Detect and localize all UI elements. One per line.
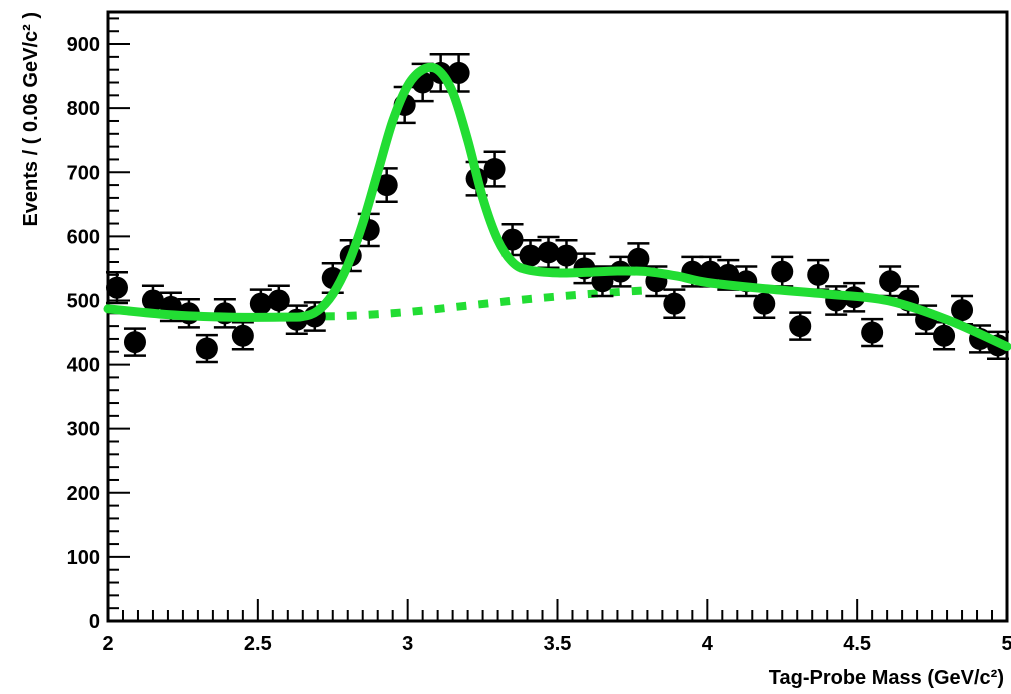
data-marker <box>375 174 398 197</box>
total-fit-line <box>103 62 1011 352</box>
y-tick-label: 200 <box>67 483 100 505</box>
data-point <box>105 271 128 305</box>
x-tick-label: 3.5 <box>544 633 572 655</box>
x-tick-label: 3 <box>402 633 413 655</box>
data-marker <box>123 331 146 354</box>
y-tick-label: 900 <box>67 34 100 56</box>
data-marker <box>789 315 812 338</box>
axis-tick-labels: 0 100 200 300 400 500 600 700 800 900 2 2.5 3 3.5 4 4.5… <box>67 34 1011 655</box>
data-marker <box>879 270 902 293</box>
data-point <box>501 222 524 257</box>
data-marker <box>861 321 884 344</box>
background-fit <box>302 286 648 321</box>
y-tick-label: 500 <box>67 290 100 312</box>
background-fit-line <box>302 286 648 321</box>
data-marker <box>807 263 830 286</box>
data-marker <box>771 260 794 283</box>
data-point <box>123 327 146 357</box>
data-point <box>195 333 218 364</box>
data-point <box>447 53 470 93</box>
data-marker <box>231 324 254 347</box>
data-marker <box>699 260 722 283</box>
y-axis-label: Events / ( 0.06 GeV/c² ) <box>20 12 42 227</box>
data-point <box>789 311 812 341</box>
total-fit <box>103 62 1011 352</box>
x-axis-label: Tag-Probe Mass (GeV/c²) <box>769 667 1004 689</box>
data-marker <box>501 228 524 251</box>
data-point <box>483 150 506 188</box>
data-point <box>537 235 560 270</box>
y-tick-label: 100 <box>67 547 100 569</box>
y-tick-label: 800 <box>67 98 100 120</box>
data-marker <box>933 324 956 347</box>
data-point <box>771 255 794 288</box>
data-point <box>879 265 902 298</box>
data-marker <box>195 337 218 360</box>
y-tick-label: 700 <box>67 162 100 184</box>
data-marker <box>951 299 974 322</box>
x-tick-label: 4.5 <box>843 633 871 655</box>
data-marker <box>627 247 650 270</box>
y-tick-label: 600 <box>67 226 100 248</box>
data-marker <box>105 276 128 299</box>
data-marker <box>537 241 560 264</box>
axis-ticks <box>107 17 1008 622</box>
data-marker <box>555 244 578 267</box>
data-marker <box>753 292 776 315</box>
y-tick-label: 400 <box>67 355 100 377</box>
data-marker <box>447 61 470 84</box>
x-tick-label: 4 <box>702 633 714 655</box>
data-marker <box>519 244 542 267</box>
data-point <box>861 317 884 348</box>
data-point <box>231 321 254 351</box>
data-marker <box>249 292 272 315</box>
data-marker <box>483 158 506 181</box>
data-marker <box>663 292 686 315</box>
x-tick-label: 5 <box>1001 633 1011 655</box>
data-point <box>663 288 686 320</box>
data-marker <box>141 289 164 312</box>
data-marker <box>267 289 290 312</box>
y-tick-label: 300 <box>67 419 100 441</box>
y-tick-label: 0 <box>89 611 100 633</box>
x-tick-label: 2 <box>102 633 113 655</box>
x-tick-label: 2.5 <box>244 633 272 655</box>
